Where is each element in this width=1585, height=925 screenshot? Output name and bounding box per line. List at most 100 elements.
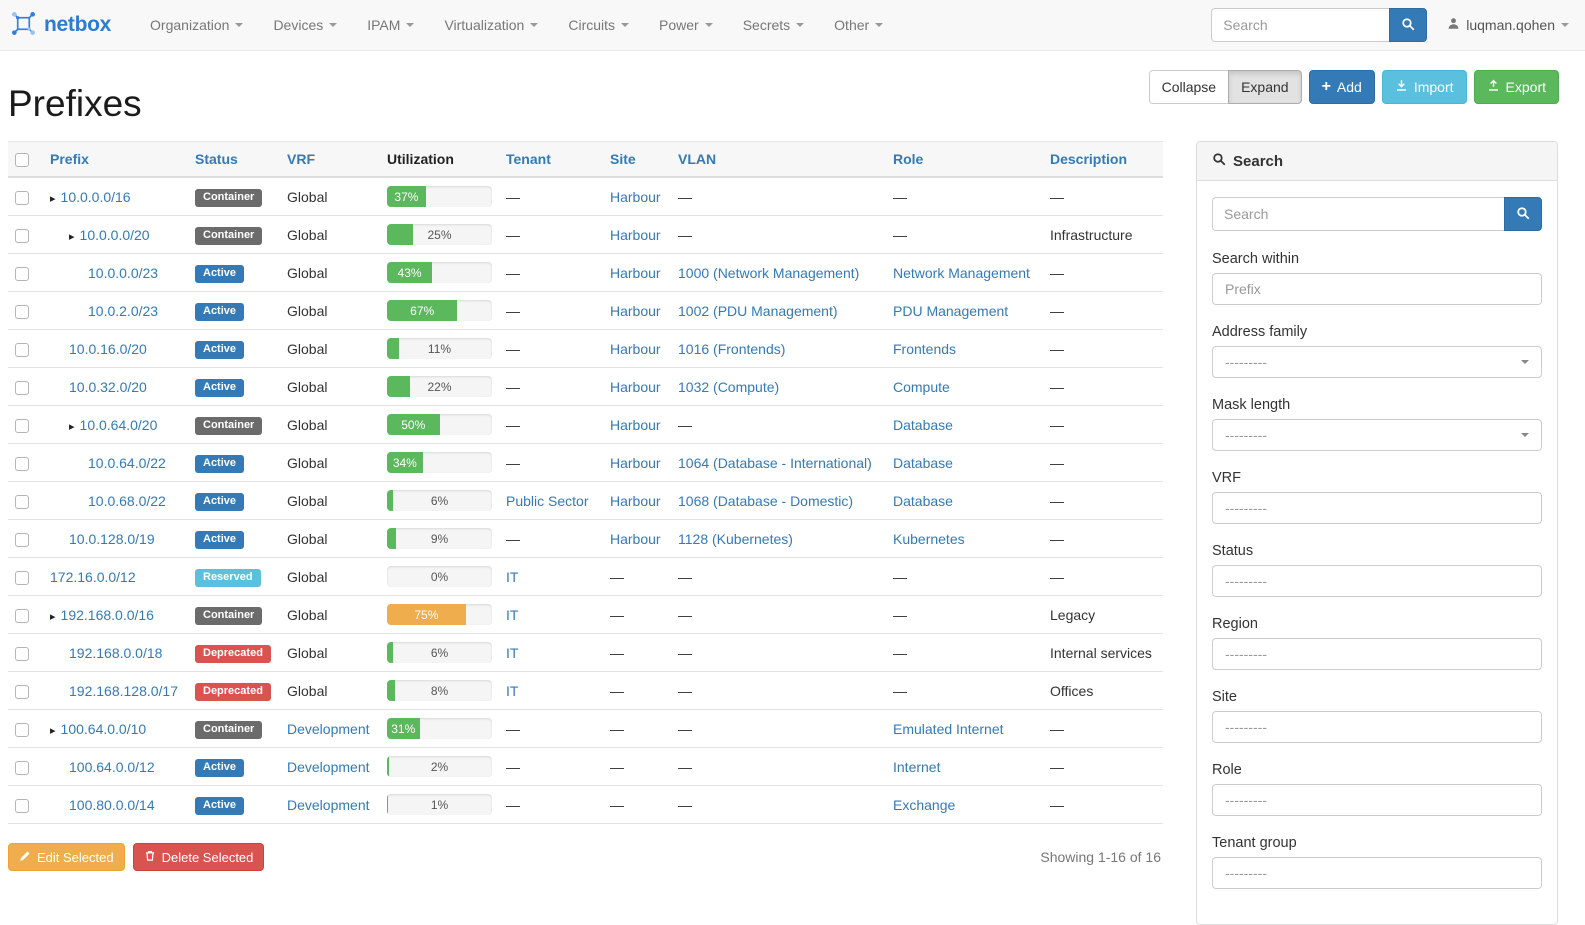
sidebar-search-input[interactable] [1212,197,1504,231]
prefix-link[interactable]: 10.0.128.0/19 [69,530,155,547]
site-link[interactable]: Harbour [610,188,661,205]
site-link[interactable]: Harbour [610,378,661,395]
vrf-link[interactable]: Development [287,720,370,737]
vrf-link[interactable]: Development [287,758,370,775]
sort-link-role[interactable]: Role [893,151,924,168]
filter-select-site[interactable]: --------- [1212,711,1542,743]
filter-select-mask-length[interactable]: --------- [1212,419,1542,451]
nav-item-power[interactable]: Power [644,0,728,50]
prefix-link[interactable]: 192.168.0.0/16 [60,606,154,623]
filter-input-search-within[interactable] [1212,273,1542,305]
prefix-link[interactable]: 10.0.0.0/23 [88,264,159,281]
role-link[interactable]: Database [893,454,953,471]
role-link[interactable]: Frontends [893,340,957,357]
row-checkbox[interactable] [15,418,29,433]
row-checkbox[interactable] [15,304,29,319]
prefix-link[interactable]: 192.168.0.0/18 [69,644,163,661]
nav-item-ipam[interactable]: IPAM [352,0,429,50]
role-link[interactable]: Network Management [893,264,1030,281]
prefix-link[interactable]: 10.0.16.0/20 [69,340,147,357]
role-link[interactable]: Compute [893,378,950,395]
nav-item-circuits[interactable]: Circuits [553,0,644,50]
site-link[interactable]: Harbour [610,454,661,471]
row-checkbox[interactable] [15,798,29,813]
collapse-button[interactable]: Collapse [1148,70,1230,104]
sort-link-description[interactable]: Description [1050,151,1128,168]
site-link[interactable]: Harbour [610,302,661,319]
role-link[interactable]: Internet [893,758,941,775]
row-checkbox[interactable] [15,532,29,547]
row-checkbox[interactable] [15,722,29,737]
netbox-brand[interactable]: netbox [10,10,111,40]
delete-selected-button[interactable]: Delete Selected [132,843,265,872]
prefix-link[interactable]: 10.0.32.0/20 [69,378,147,395]
site-link[interactable]: Harbour [610,340,661,357]
filter-select-tenant-group[interactable]: --------- [1212,857,1542,889]
role-link[interactable]: PDU Management [893,302,1009,319]
site-link[interactable]: Harbour [610,530,661,547]
nav-item-devices[interactable]: Devices [258,0,352,50]
global-search-button[interactable] [1389,8,1428,42]
prefix-link[interactable]: 10.0.0.0/20 [79,226,150,243]
user-menu[interactable]: luqman.qohen [1447,17,1569,33]
row-checkbox[interactable] [15,646,29,661]
filter-select-address-family[interactable]: --------- [1212,346,1542,378]
prefix-link[interactable]: 172.16.0.0/12 [50,568,136,585]
row-checkbox[interactable] [15,266,29,281]
site-link[interactable]: Harbour [610,416,661,433]
vlan-link[interactable]: 1068 (Database - Domestic) [678,492,854,509]
prefix-link[interactable]: 10.0.68.0/22 [88,492,166,509]
filter-select-status[interactable]: --------- [1212,565,1542,597]
filter-select-role[interactable]: --------- [1212,784,1542,816]
row-checkbox[interactable] [15,228,29,243]
import-button[interactable]: Import [1381,70,1467,104]
sort-link-site[interactable]: Site [610,151,636,168]
edit-selected-button[interactable]: Edit Selected [8,843,125,872]
row-checkbox[interactable] [15,494,29,509]
site-link[interactable]: Harbour [610,226,661,243]
row-checkbox[interactable] [15,608,29,623]
sort-link-vrf[interactable]: VRF [287,151,315,168]
row-checkbox[interactable] [15,380,29,395]
role-link[interactable]: Kubernetes [893,530,965,547]
row-checkbox[interactable] [15,342,29,357]
prefix-link[interactable]: 100.64.0.0/12 [69,758,155,775]
sort-link-tenant[interactable]: Tenant [506,151,551,168]
global-search-input[interactable] [1211,8,1390,42]
expand-button[interactable]: Expand [1228,70,1302,104]
filter-select-vrf[interactable]: --------- [1212,492,1542,524]
vlan-link[interactable]: 1002 (PDU Management) [678,302,838,319]
prefix-link[interactable]: 100.80.0.0/14 [69,796,155,813]
row-checkbox[interactable] [15,684,29,699]
row-checkbox[interactable] [15,760,29,775]
vlan-link[interactable]: 1128 (Kubernetes) [678,530,793,547]
tenant-link[interactable]: IT [506,568,519,585]
vlan-link[interactable]: 1032 (Compute) [678,378,780,395]
prefix-link[interactable]: 10.0.64.0/20 [79,416,158,433]
role-link[interactable]: Database [893,492,953,509]
prefix-link[interactable]: 10.0.64.0/22 [88,454,166,471]
sidebar-search-button[interactable] [1504,197,1542,231]
tenant-link[interactable]: IT [506,644,519,661]
sort-link-prefix[interactable]: Prefix [50,151,89,168]
tenant-link[interactable]: IT [506,606,519,623]
export-button[interactable]: Export [1473,70,1559,104]
prefix-link[interactable]: 10.0.2.0/23 [88,302,159,319]
row-checkbox[interactable] [15,570,29,585]
nav-item-other[interactable]: Other [819,0,898,50]
prefix-link[interactable]: 100.64.0.0/10 [60,720,147,737]
nav-item-virtualization[interactable]: Virtualization [429,0,553,50]
tenant-link[interactable]: Public Sector [506,492,589,509]
vlan-link[interactable]: 1064 (Database - International) [678,454,872,471]
tenant-link[interactable]: IT [506,682,519,699]
row-checkbox[interactable] [15,456,29,471]
prefix-link[interactable]: 10.0.0.0/16 [60,188,131,205]
role-link[interactable]: Emulated Internet [893,720,1004,737]
nav-item-organization[interactable]: Organization [135,0,258,50]
sort-link-status[interactable]: Status [195,151,238,168]
site-link[interactable]: Harbour [610,492,661,509]
row-checkbox[interactable] [15,190,29,205]
vrf-link[interactable]: Development [287,796,370,813]
vlan-link[interactable]: 1016 (Frontends) [678,340,786,357]
select-all-checkbox[interactable] [15,153,29,168]
